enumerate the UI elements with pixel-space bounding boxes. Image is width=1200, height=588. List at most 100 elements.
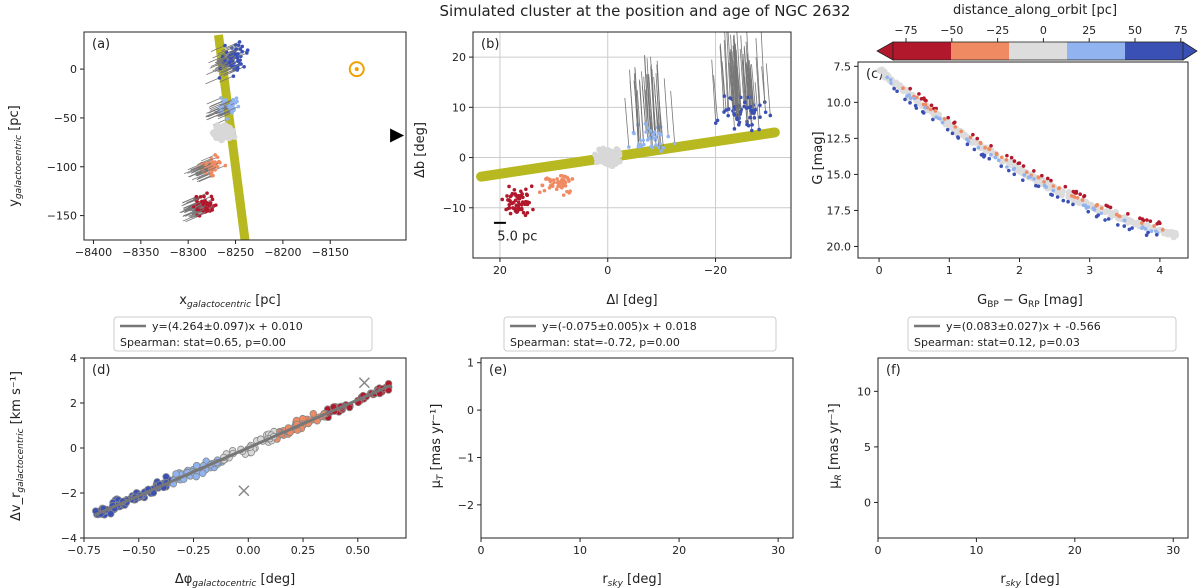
cmd-point xyxy=(1080,198,1085,202)
data-point-grey xyxy=(903,500,909,506)
cmd-point xyxy=(1051,184,1056,188)
cmd-point xyxy=(913,103,918,108)
data-point xyxy=(715,491,722,498)
velocity-vector xyxy=(215,105,230,113)
data-point xyxy=(999,514,1003,518)
star-point xyxy=(213,168,217,172)
star-point xyxy=(595,156,602,163)
velocity-vector xyxy=(225,41,240,49)
cmd-point xyxy=(920,109,925,114)
data-point-grey xyxy=(529,409,535,415)
data-point-grey xyxy=(523,407,529,413)
data-point-grey xyxy=(950,501,956,507)
cmd-point-grey xyxy=(1126,217,1133,224)
data-point xyxy=(631,460,638,467)
data-point-grey xyxy=(917,501,923,507)
data-point xyxy=(663,431,670,438)
data-point xyxy=(948,508,952,512)
data-point xyxy=(1034,473,1041,480)
data-point-grey xyxy=(517,408,523,414)
data-point-grey xyxy=(512,421,518,427)
data-point-grey xyxy=(527,410,533,416)
data-point-grey xyxy=(884,503,890,509)
velocity-vector xyxy=(197,196,212,203)
data-point xyxy=(630,478,637,485)
data-point xyxy=(729,444,736,451)
star-point xyxy=(500,197,505,202)
cmd-point xyxy=(975,136,980,141)
data-point xyxy=(537,429,544,436)
cmd-point xyxy=(989,143,993,148)
velocity-vector xyxy=(751,64,756,110)
data-point-grey xyxy=(493,409,499,415)
star-point xyxy=(233,52,238,57)
velocity-vector xyxy=(210,60,226,67)
star-point xyxy=(558,184,563,189)
data-point-grey xyxy=(516,408,522,414)
data-point xyxy=(1005,471,1012,478)
cmd-point xyxy=(1157,220,1161,224)
velocity-vector xyxy=(219,75,234,83)
velocity-vector xyxy=(196,173,211,181)
velocity-vector xyxy=(207,110,222,118)
cmd-point-grey xyxy=(914,97,922,104)
velocity-vector xyxy=(184,210,200,217)
data-point xyxy=(1093,523,1097,527)
data-point-grey xyxy=(510,413,516,419)
cmd-point xyxy=(1160,228,1165,232)
star-point xyxy=(229,133,236,140)
y-tick-label: −100 xyxy=(47,161,77,174)
data-point-grey xyxy=(487,406,493,412)
star-point xyxy=(726,113,730,118)
data-point xyxy=(1034,485,1041,492)
x-tick-label: 2 xyxy=(1016,264,1023,277)
star-point xyxy=(563,184,568,188)
data-point xyxy=(720,494,727,501)
cmd-point xyxy=(1009,155,1014,160)
panel-b-ylabel: Δb [deg] xyxy=(413,122,428,178)
cmd-point xyxy=(1154,229,1158,233)
data-point-grey xyxy=(479,408,485,414)
data-point-grey xyxy=(953,502,959,508)
data-point-grey xyxy=(930,498,936,504)
data-point-grey xyxy=(521,426,527,432)
data-point xyxy=(995,513,999,517)
star-point xyxy=(218,105,223,110)
data-point-grey xyxy=(942,502,948,508)
data-point-grey xyxy=(879,501,885,507)
data-point-grey xyxy=(942,502,948,508)
data-point-grey xyxy=(906,501,912,507)
data-point-grey xyxy=(906,502,912,508)
data-point xyxy=(941,507,945,511)
cmd-point xyxy=(1066,199,1070,204)
data-point-grey xyxy=(531,401,537,407)
panel-letter: (d) xyxy=(92,363,110,378)
data-point-grey xyxy=(503,416,509,422)
cmd-point xyxy=(987,156,992,161)
cmd-point xyxy=(1108,205,1113,210)
data-point-grey xyxy=(488,404,494,410)
velocity-vector xyxy=(755,57,761,118)
star-point xyxy=(517,207,522,212)
x-tick-label: 0.00 xyxy=(236,544,261,557)
data-point xyxy=(1005,481,1012,488)
data-point xyxy=(1042,463,1049,470)
data-point-grey xyxy=(931,501,937,507)
y-tick-label: 4 xyxy=(70,352,77,365)
data-point-grey xyxy=(885,505,891,511)
data-point xyxy=(1073,523,1077,527)
velocity-vector xyxy=(201,154,216,162)
star-point xyxy=(211,173,215,178)
data-point xyxy=(992,513,996,517)
star-point xyxy=(505,194,509,198)
outlier-cross xyxy=(1144,384,1154,394)
star-point xyxy=(512,188,517,192)
star-point xyxy=(614,159,621,166)
cmd-point xyxy=(1140,226,1144,230)
outlier-cross xyxy=(1090,413,1100,423)
data-point-grey xyxy=(927,501,933,507)
star-point xyxy=(666,134,671,139)
velocity-vector xyxy=(736,32,742,98)
data-point xyxy=(966,481,973,488)
data-point-grey xyxy=(889,499,895,505)
